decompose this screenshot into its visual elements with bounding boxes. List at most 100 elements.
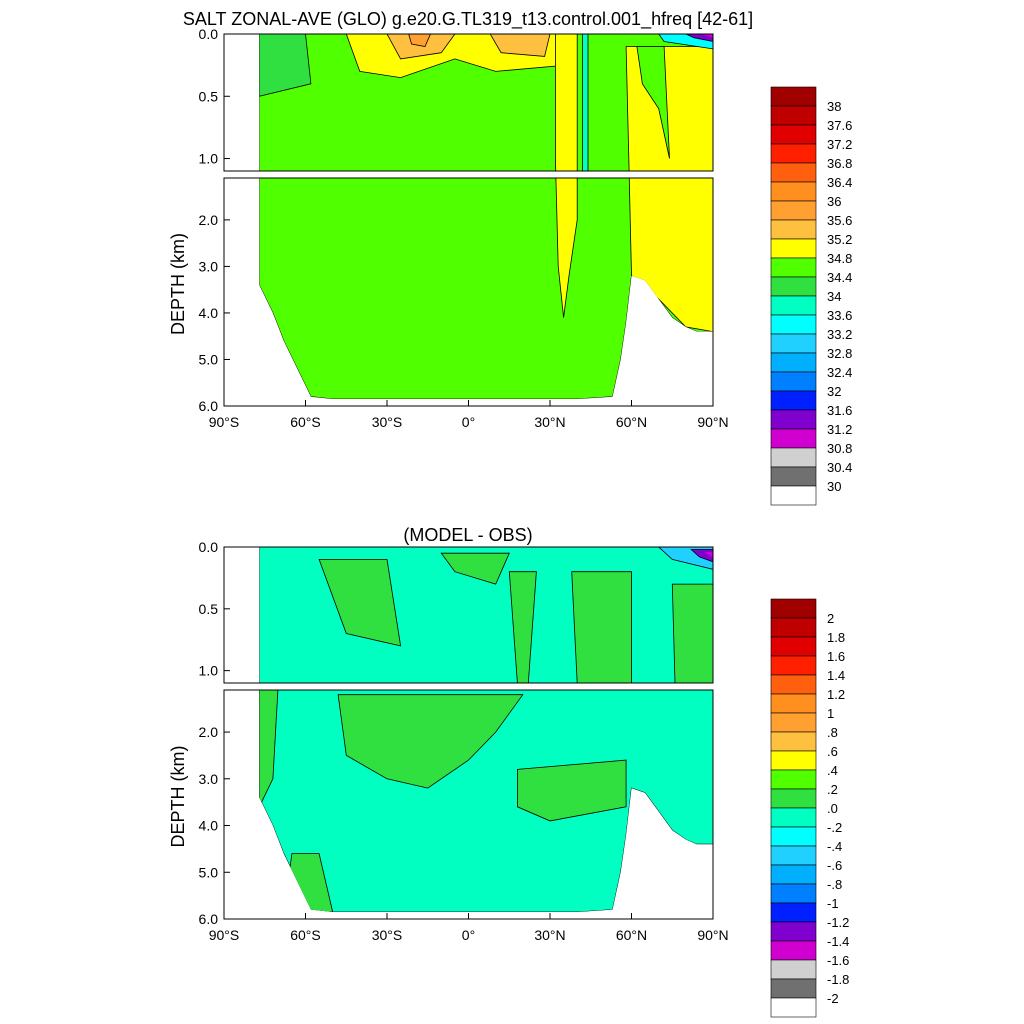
colorbar-swatch [770, 921, 817, 942]
colorbar-label: 36.4 [827, 175, 852, 190]
region-front-column [582, 34, 589, 172]
region-south-core [408, 34, 432, 47]
colorbar-label: 32 [827, 384, 841, 399]
colorbar: 21.81.61.41.21.8.6.4.2.0-.2-.4-.6-.8-1-1… [770, 598, 849, 1018]
region-bias-positive-top [440, 552, 510, 585]
colorbar-swatch [770, 409, 817, 430]
y-axis-label: DEPTH (km) [168, 233, 188, 335]
colorbar-swatch [770, 864, 817, 885]
chart-title: (MODEL - OBS) [403, 525, 532, 545]
frame-upper [223, 546, 714, 684]
colorbar-label: 34.8 [827, 251, 852, 266]
contour-fill-area [259, 547, 713, 912]
colorbar-swatch [770, 883, 817, 904]
colorbar-swatch [770, 162, 817, 183]
colorbar-label: 30.8 [827, 441, 852, 456]
colorbar-swatch [770, 693, 817, 714]
y-axis-label: DEPTH (km) [168, 746, 188, 848]
colorbar-label: 31.2 [827, 422, 852, 437]
colorbar-label: -1.4 [827, 934, 849, 949]
colorbar-swatch [770, 598, 817, 619]
colorbar-swatch [770, 674, 817, 695]
colorbar-swatch [770, 295, 817, 316]
colorbar-label: .4 [827, 763, 838, 778]
colorbar-swatch [770, 485, 817, 506]
colorbar-label: .0 [827, 801, 838, 816]
colorbar-label: 2 [827, 611, 834, 626]
y-tick-label: 0.5 [199, 601, 219, 617]
panel-1: SALT ZONAL-AVE (GLO) g.e20.G.TL319_t13.c… [168, 9, 852, 506]
colorbar-swatch [770, 333, 817, 354]
colorbar-label: 30.4 [827, 460, 852, 475]
colorbar-swatch [770, 997, 817, 1018]
y-tick-label: 5.0 [199, 864, 219, 880]
colorbar-swatch [770, 314, 817, 335]
colorbar-label: 33.2 [827, 327, 852, 342]
colorbar-label: 35.2 [827, 232, 852, 247]
y-tick-label: 1.0 [199, 663, 219, 679]
colorbar-swatch [770, 636, 817, 657]
contour-fill-area [259, 34, 713, 400]
colorbar-swatch [770, 731, 817, 752]
colorbar-label: .2 [827, 782, 838, 797]
colorbar-label: 1 [827, 706, 834, 721]
colorbar-swatch [770, 655, 817, 676]
colorbar-swatch [770, 750, 817, 771]
x-tick-label: 30°N [534, 927, 565, 943]
colorbar-label: 36.8 [827, 156, 852, 171]
colorbar-swatch [770, 447, 817, 468]
colorbar-label: -1 [827, 896, 839, 911]
colorbar-swatch [770, 428, 817, 449]
colorbar-swatch [770, 219, 817, 240]
region-bias-positive-mid [337, 694, 524, 789]
region-bias-arctic-column [671, 583, 713, 684]
x-tick-label: 0° [462, 414, 475, 430]
y-tick-label: 2.0 [199, 724, 219, 740]
y-tick-label: 2.0 [199, 212, 219, 228]
region-bias-north-upper [571, 571, 632, 684]
x-tick-label: 90°N [697, 927, 728, 943]
y-tick-label: 1.0 [199, 151, 219, 167]
colorbar-swatch [770, 466, 817, 487]
x-tick-label: 60°N [616, 414, 647, 430]
panel-break [223, 683, 714, 690]
colorbar-swatch [770, 769, 817, 790]
colorbar-swatch [770, 712, 817, 733]
colorbar-label: .8 [827, 725, 838, 740]
chart-title: SALT ZONAL-AVE (GLO) g.e20.G.TL319_t13.c… [183, 9, 753, 30]
colorbar-swatch [770, 257, 817, 278]
region-north-max [489, 34, 551, 57]
colorbar-swatch [770, 807, 817, 828]
colorbar-swatch [770, 143, 817, 164]
colorbar-label: -1.6 [827, 953, 849, 968]
colorbar-label: 1.4 [827, 668, 845, 683]
colorbar: 38 37.6 37.2 36.8 36.4 36 35.6 35.2 34.8 34.4 34 33… [770, 86, 852, 506]
colorbar-label: 37.6 [827, 118, 852, 133]
colorbar-swatch [770, 826, 817, 847]
colorbar-label: 38 [827, 99, 841, 114]
y-tick-label: 0.0 [199, 539, 219, 555]
colorbar-swatch [770, 371, 817, 392]
colorbar-swatch [770, 200, 817, 221]
colorbar-swatch [770, 788, 817, 809]
region-bias-positive-upper [318, 559, 402, 647]
colorbar-label: 34.4 [827, 270, 852, 285]
x-tick-label: 90°S [209, 927, 240, 943]
colorbar-swatch [770, 124, 817, 145]
colorbar-label: 32.8 [827, 346, 852, 361]
colorbar-swatch [770, 390, 817, 411]
colorbar-label: -.2 [827, 820, 842, 835]
y-tick-label: 6.0 [199, 911, 219, 927]
region-arctic-min [702, 34, 713, 38]
x-tick-label: 90°S [209, 414, 240, 430]
x-tick-label: 30°S [372, 927, 403, 943]
colorbar-label: 31.6 [827, 403, 852, 418]
y-tick-label: 6.0 [199, 398, 219, 414]
region-antarctic-surface [259, 34, 312, 97]
region-bias-arctic-min [704, 551, 713, 559]
colorbar-label: -1.2 [827, 915, 849, 930]
colorbar-swatch [770, 959, 817, 980]
x-tick-label: 30°S [372, 414, 403, 430]
colorbar-swatch [770, 276, 817, 297]
